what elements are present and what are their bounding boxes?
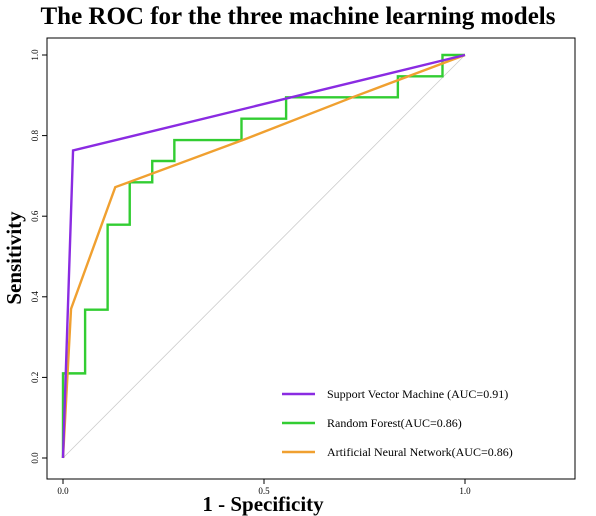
y-tick-label: 0.8	[30, 129, 40, 141]
legend-label: Artificial Neural Network(AUC=0.86)	[327, 445, 513, 459]
y-axis: 0.0 0.2 0.4 0.6 0.8 1.0	[30, 49, 47, 464]
legend-label: Support Vector Machine (AUC=0.91)	[327, 387, 508, 401]
x-tick-label: 1.0	[459, 486, 471, 496]
y-tick-label: 1.0	[30, 49, 40, 61]
series-line-0	[61, 53, 466, 459]
y-tick-label: 0.2	[30, 372, 40, 383]
x-axis: 0.0 0.5 1.0	[57, 479, 471, 496]
series-line-2	[61, 53, 466, 459]
legend-label: Random Forest(AUC=0.86)	[327, 416, 462, 430]
y-tick-label: 0.4	[30, 291, 40, 303]
x-axis-label: 1 - Specificity	[202, 492, 324, 516]
y-tick-label: 0.6	[30, 210, 40, 222]
legend: Support Vector Machine (AUC=0.91) Random …	[282, 387, 513, 459]
chart-title: The ROC for the three machine learning m…	[40, 3, 555, 30]
y-tick-label: 0.0	[30, 452, 40, 464]
series-line-1	[61, 53, 465, 458]
x-tick-label: 0.0	[57, 486, 69, 496]
y-axis-label: Sensitivity	[2, 211, 26, 305]
plot-area-border	[46, 37, 576, 480]
x-tick-label: 0.5	[258, 486, 270, 496]
series-layer	[61, 53, 466, 459]
reference-diagonal	[62, 54, 466, 459]
